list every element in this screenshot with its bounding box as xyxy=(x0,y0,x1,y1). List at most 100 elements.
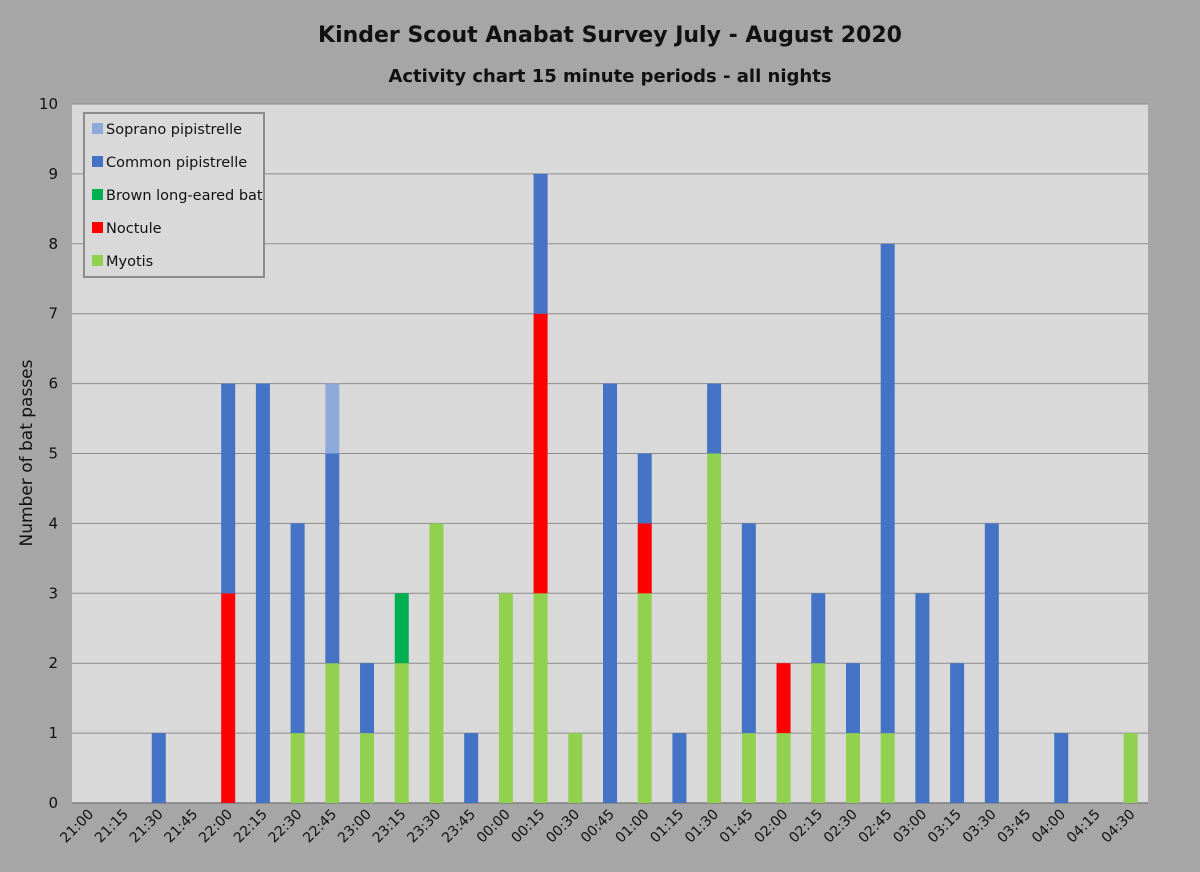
y-tick-label: 0 xyxy=(48,794,58,812)
bar-segment xyxy=(394,593,409,664)
bar-segment xyxy=(741,523,756,734)
x-tick-label: 00:15 xyxy=(509,807,549,847)
bar-segment xyxy=(533,173,548,314)
bar-segment xyxy=(672,733,687,803)
legend-box xyxy=(83,112,265,278)
y-tick-label: 7 xyxy=(48,305,58,323)
y-tick-label: 1 xyxy=(48,724,58,742)
x-tick-label: 00:30 xyxy=(543,807,583,847)
bar-segment xyxy=(221,383,236,594)
chart-title: Kinder Scout Anabat Survey July - August… xyxy=(318,23,902,48)
x-axis-ticks: 21:0021:1521:3021:4522:0022:1522:3022:45… xyxy=(57,807,1138,847)
x-tick-label: 01:45 xyxy=(717,807,757,847)
x-tick-label: 22:45 xyxy=(300,807,340,847)
y-tick-label: 6 xyxy=(48,375,58,393)
bar-series xyxy=(151,173,1138,803)
x-tick-label: 23:45 xyxy=(439,807,479,847)
x-tick-label: 22:15 xyxy=(231,807,271,847)
bar-segment xyxy=(811,663,826,803)
x-tick-label: 00:00 xyxy=(474,807,514,847)
bar-segment xyxy=(741,733,756,803)
y-tick-label: 9 xyxy=(48,165,58,183)
bar-segment xyxy=(984,523,999,803)
legend-label: Brown long-eared bat xyxy=(106,188,263,204)
x-tick-label: 01:00 xyxy=(613,807,653,847)
bar-segment xyxy=(603,383,617,803)
bar-segment xyxy=(637,453,652,524)
legend-label: Common pipistrelle xyxy=(106,155,247,171)
chart-subtitle: Activity chart 15 minute periods - all n… xyxy=(388,66,831,87)
bar-segment xyxy=(707,453,722,803)
x-tick-label: 22:30 xyxy=(266,807,306,847)
bar-segment xyxy=(950,663,965,803)
x-tick-label: 02:00 xyxy=(752,807,792,847)
bar-segment xyxy=(464,733,479,803)
bar-segment xyxy=(360,733,375,803)
x-tick-label: 23:00 xyxy=(335,807,375,847)
bar-segment xyxy=(568,733,583,803)
legend-swatch xyxy=(92,255,103,266)
x-tick-label: 21:00 xyxy=(57,807,97,847)
x-tick-label: 23:15 xyxy=(370,807,410,847)
bar-segment xyxy=(880,243,895,734)
x-tick-label: 03:15 xyxy=(925,807,965,847)
bar-segment xyxy=(1123,733,1138,803)
y-tick-label: 8 xyxy=(48,235,58,253)
legend-swatch xyxy=(92,189,103,200)
bar-segment xyxy=(221,593,236,803)
x-tick-label: 01:15 xyxy=(647,807,687,847)
legend-label: Noctule xyxy=(106,221,162,237)
x-tick-label: 03:00 xyxy=(890,807,930,847)
bar-segment xyxy=(707,383,722,454)
bar-segment xyxy=(637,593,652,803)
y-tick-label: 5 xyxy=(48,445,58,463)
legend-swatch xyxy=(92,222,103,233)
bar-segment xyxy=(880,733,895,803)
bar-segment xyxy=(533,593,548,803)
bar-segment xyxy=(845,663,860,734)
bar-segment xyxy=(498,593,513,803)
bar-segment xyxy=(325,453,340,664)
bar-segment xyxy=(533,313,548,594)
y-axis-ticks: 0 1 2 3 4 5 6 7 8 9 10 xyxy=(39,95,58,812)
legend-swatch xyxy=(92,123,103,134)
bar-segment xyxy=(1054,733,1069,803)
x-tick-label: 04:15 xyxy=(1064,807,1104,847)
bar-segment xyxy=(776,663,791,734)
x-tick-label: 23:30 xyxy=(404,807,444,847)
x-tick-label: 21:30 xyxy=(127,807,167,847)
y-tick-label: 3 xyxy=(48,584,58,602)
x-tick-label: 02:30 xyxy=(821,807,861,847)
legend-label: Soprano pipistrelle xyxy=(106,122,242,138)
bar-segment xyxy=(637,523,652,594)
y-tick-label: 2 xyxy=(48,654,58,672)
bar-segment xyxy=(151,733,166,803)
bar-segment xyxy=(811,593,826,664)
x-tick-label: 01:30 xyxy=(682,807,722,847)
bar-segment xyxy=(325,663,340,803)
x-tick-label: 21:15 xyxy=(92,807,132,847)
y-tick-label: 4 xyxy=(48,514,58,532)
x-tick-label: 03:45 xyxy=(994,807,1034,847)
x-tick-label: 04:30 xyxy=(1099,807,1139,847)
x-tick-label: 02:45 xyxy=(856,807,896,847)
legend-swatch xyxy=(92,156,103,167)
bar-segment xyxy=(325,383,340,454)
bar-segment xyxy=(394,663,409,803)
legend-label: Myotis xyxy=(106,254,153,270)
x-tick-label: 04:00 xyxy=(1029,807,1069,847)
y-tick-label: 10 xyxy=(39,95,58,113)
bar-segment xyxy=(290,733,305,803)
bar-segment xyxy=(915,593,930,803)
legend: Soprano pipistrelle Common pipistrelle Bro… xyxy=(83,112,265,278)
bar-segment xyxy=(776,733,791,803)
x-tick-label: 03:30 xyxy=(960,807,1000,847)
x-tick-label: 02:15 xyxy=(786,807,826,847)
bar-segment xyxy=(429,523,444,803)
y-axis-title: Number of bat passes xyxy=(17,359,37,546)
bar-segment xyxy=(845,733,860,803)
x-tick-label: 22:00 xyxy=(196,807,236,847)
bar-segment xyxy=(255,383,270,803)
